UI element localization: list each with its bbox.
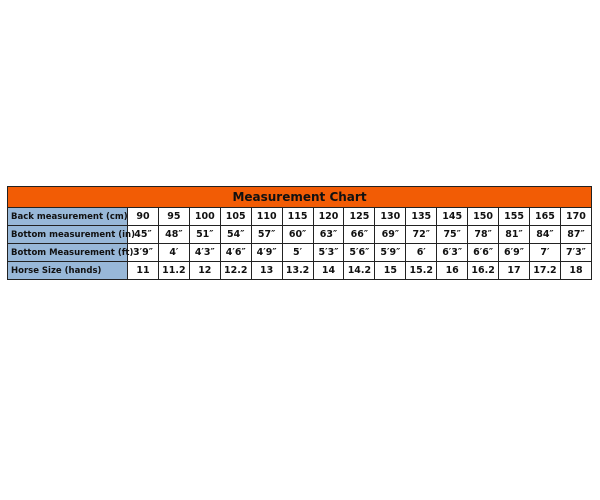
cell: 165 <box>528 207 561 226</box>
cell: 7′3″ <box>559 243 593 262</box>
cell: 155 <box>498 207 530 226</box>
cell: 5′9″ <box>374 243 407 262</box>
cell: 51″ <box>188 225 221 244</box>
cell: 170 <box>559 207 593 226</box>
cell: 115 <box>281 207 314 226</box>
cell: 18 <box>559 261 593 280</box>
cell: 57″ <box>250 225 283 244</box>
cell: 90 <box>127 207 159 226</box>
cell: 105 <box>219 207 252 226</box>
cell: 54″ <box>219 225 252 244</box>
cell: 13.2 <box>281 261 314 280</box>
cell: 3′9″ <box>127 243 159 262</box>
cell: 81″ <box>498 225 530 244</box>
cell: 135 <box>405 207 438 226</box>
cell: 4′9″ <box>250 243 283 262</box>
cell: 48″ <box>157 225 190 244</box>
cell: 63″ <box>312 225 345 244</box>
cell: 84″ <box>528 225 561 244</box>
cell: 6′9″ <box>498 243 530 262</box>
cell: 60″ <box>281 225 314 244</box>
measurement-table: Measurement Chart Back measurement (cm) 9… <box>7 186 593 280</box>
table-title: Measurement Chart <box>7 186 592 208</box>
table-row: Horse Size (hands) 11 11.2 12 12.2 13 13.2 14 14… <box>7 261 593 280</box>
row-label: Horse Size (hands) <box>7 261 128 280</box>
cell: 5′ <box>281 243 314 262</box>
cell: 6′ <box>405 243 438 262</box>
cell: 11 <box>127 261 159 280</box>
cell: 130 <box>374 207 407 226</box>
cell: 17 <box>498 261 530 280</box>
cell: 16 <box>436 261 469 280</box>
cell: 110 <box>250 207 283 226</box>
cell: 4′ <box>157 243 190 262</box>
cell: 15 <box>374 261 407 280</box>
cell: 145 <box>436 207 469 226</box>
cell: 12 <box>188 261 221 280</box>
cell: 15.2 <box>405 261 438 280</box>
cell: 12.2 <box>219 261 252 280</box>
cell: 5′3″ <box>312 243 345 262</box>
cell: 11.2 <box>157 261 190 280</box>
row-label: Bottom Measurement (ft) <box>7 243 133 262</box>
cell: 6′3″ <box>436 243 469 262</box>
table-row: Bottom measurement (in) 45″ 48″ 51″ 54″ 57″ 60… <box>7 225 593 244</box>
title-row: Measurement Chart <box>7 186 592 208</box>
cell: 150 <box>467 207 500 226</box>
cell: 6′6″ <box>467 243 500 262</box>
cell: 120 <box>312 207 345 226</box>
cell: 13 <box>250 261 283 280</box>
cell: 4′6″ <box>219 243 252 262</box>
cell: 17.2 <box>528 261 561 280</box>
table-row: Back measurement (cm) 90 95 100 105 110 115 120… <box>7 207 593 226</box>
cell: 72″ <box>405 225 438 244</box>
cell: 69″ <box>374 225 407 244</box>
cell: 14.2 <box>343 261 376 280</box>
cell: 5′6″ <box>343 243 376 262</box>
cell: 100 <box>188 207 221 226</box>
cell: 4′3″ <box>188 243 221 262</box>
cell: 66″ <box>343 225 376 244</box>
cell: 87″ <box>559 225 593 244</box>
cell: 7′ <box>528 243 561 262</box>
cell: 14 <box>312 261 345 280</box>
cell: 95 <box>157 207 190 226</box>
cell: 75″ <box>436 225 469 244</box>
cell: 125 <box>343 207 376 226</box>
row-label: Bottom measurement (in) <box>7 225 135 244</box>
table-row: Bottom Measurement (ft) 3′9″ 4′ 4′3″ 4′6″ 4′9… <box>7 243 593 262</box>
cell: 78″ <box>467 225 500 244</box>
row-label: Back measurement (cm) <box>7 207 128 226</box>
cell: 16.2 <box>467 261 500 280</box>
